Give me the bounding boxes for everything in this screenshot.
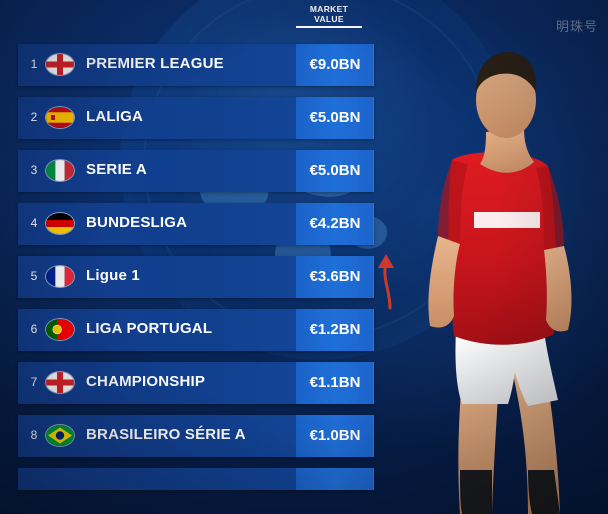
flag-portugal-icon: [46, 319, 74, 340]
row-value-text: €1.0BN: [309, 427, 361, 444]
market-value-header: MARKET VALUE: [296, 4, 362, 24]
row-league-name: CHAMPIONSHIP: [86, 373, 206, 390]
arrow-up-icon: [378, 254, 394, 310]
row-value-cell: [296, 415, 374, 457]
row-rank: 1: [30, 57, 38, 71]
player-photo: [368, 0, 608, 514]
market-value-header-underline: [296, 26, 362, 28]
row-value-cell: [296, 97, 374, 139]
table-row: 4 BUNDESLIGA €4.2BN: [18, 203, 374, 245]
row-value-cell: [296, 203, 374, 245]
flag-brazil-icon: [46, 425, 74, 446]
row-league-name: BRASILEIRO SÉRIE A: [86, 426, 246, 443]
row-value-cell: [296, 44, 374, 86]
row-league-name: PREMIER LEAGUE: [86, 55, 224, 72]
row-league-name: LIGA PORTUGAL: [86, 320, 213, 337]
row-value-text: €5.0BN: [309, 109, 361, 126]
table-row: 3 SERIE A €5.0BN: [18, 150, 374, 192]
row-value-text: €1.1BN: [309, 374, 361, 391]
row-rank: 8: [30, 428, 38, 442]
table-row: 6 LIGA PORTUGAL €1.2BN: [18, 309, 374, 351]
row-value-text: €4.2BN: [309, 215, 361, 232]
flag-england-icon: [46, 372, 74, 393]
row-rank: 7: [30, 375, 38, 389]
row-background: [18, 468, 374, 490]
row-rank: 3: [30, 163, 38, 177]
flag-germany-icon: [46, 213, 74, 234]
row-value-text: €5.0BN: [309, 162, 361, 179]
row-rank: 5: [30, 269, 38, 283]
row-rank: 2: [30, 110, 38, 124]
flag-france-icon: [46, 266, 74, 287]
table-row: [18, 468, 374, 510]
market-value-header-line1: MARKET: [309, 4, 349, 14]
table-row: 8 BRASILEIRO SÉRIE A €1.0BN: [18, 415, 374, 457]
league-ranking-table: 1 PREMIER LEAGUE €9.0BN 2 LALIGA €5.0BN …: [18, 44, 374, 514]
row-value-text: €1.2BN: [309, 321, 361, 338]
row-league-name: SERIE A: [86, 161, 147, 178]
row-value-cell: [296, 256, 374, 298]
row-value-cell: [296, 362, 374, 404]
watermark-text: 明珠号: [555, 19, 598, 34]
flag-spain-icon: [46, 107, 74, 128]
table-row: 1 PREMIER LEAGUE €9.0BN: [18, 44, 374, 86]
row-value-text: €9.0BN: [309, 56, 361, 73]
row-league-name: LALIGA: [86, 108, 144, 125]
flag-england-icon: [46, 54, 74, 75]
row-league-name: BUNDESLIGA: [86, 214, 188, 231]
row-value-cell: [296, 150, 374, 192]
table-row: 7 CHAMPIONSHIP €1.1BN: [18, 362, 374, 404]
row-rank: 6: [30, 322, 38, 336]
row-value-text: €3.6BN: [309, 268, 361, 285]
row-league-name: Ligue 1: [86, 267, 140, 284]
table-row: 2 LALIGA €5.0BN: [18, 97, 374, 139]
market-value-header-line2: VALUE: [314, 14, 344, 24]
table-row: 5 Ligue 1 €3.6BN: [18, 256, 374, 298]
row-value-cell: [296, 309, 374, 351]
flag-italy-icon: [46, 160, 74, 181]
row-rank: 4: [30, 216, 38, 230]
row-value-cell: [296, 468, 374, 490]
